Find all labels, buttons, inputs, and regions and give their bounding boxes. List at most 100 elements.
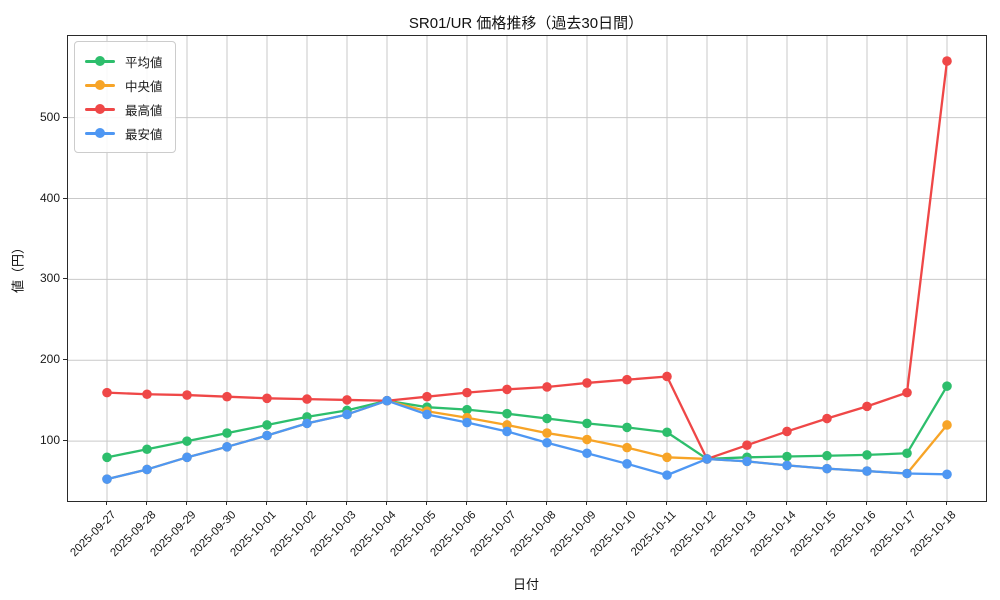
series-point-max (782, 426, 792, 437)
series-point-max (582, 378, 592, 388)
series-point-min (582, 448, 592, 459)
series-point-max (902, 387, 912, 398)
series-point-avg (102, 452, 112, 463)
series-point-max (302, 394, 312, 404)
series-point-avg (182, 436, 192, 446)
x-tick-mark (426, 501, 427, 505)
legend-label-max: 最高値 (125, 103, 163, 118)
series-point-max (542, 382, 552, 392)
y-tick-mark (63, 440, 67, 442)
series-point-max (102, 387, 112, 398)
legend-marker-avg-icon (85, 56, 115, 66)
series-point-min (102, 474, 112, 484)
series-point-min (342, 409, 352, 420)
legend-label-min: 最安値 (125, 127, 163, 142)
y-tick-mark (63, 278, 67, 280)
series-point-min (822, 463, 832, 474)
x-axis-label: 日付 (512, 577, 540, 592)
x-tick-mark (346, 501, 347, 505)
x-tick-mark (826, 501, 827, 505)
series-point-min (262, 430, 272, 441)
series-point-min (942, 469, 952, 480)
x-tick-mark (706, 501, 707, 505)
legend-marker-median-icon (85, 80, 115, 90)
x-tick-mark (546, 501, 547, 505)
x-tick-mark (786, 501, 787, 505)
series-point-min (742, 456, 752, 467)
series-point-max (182, 390, 192, 400)
x-tick-mark (946, 501, 947, 505)
series-point-avg (822, 450, 832, 461)
x-tick-mark (866, 501, 867, 505)
x-tick-mark (106, 501, 107, 505)
series-point-median (622, 442, 632, 453)
legend-item-avg: 平均値 (85, 49, 163, 73)
series-point-avg (142, 444, 152, 455)
series-point-median (582, 434, 592, 445)
series-point-min (382, 395, 392, 406)
series-point-avg (662, 427, 672, 438)
y-tick-label: 200 (39, 352, 60, 367)
x-tick-mark (746, 501, 747, 505)
series-point-avg (582, 418, 592, 429)
x-tick-mark (906, 501, 907, 505)
x-tick-mark (266, 501, 267, 505)
y-tick-label: 500 (39, 109, 60, 124)
legend-item-max: 最高値 (85, 97, 163, 121)
x-tick-mark (626, 501, 627, 505)
series-point-max (262, 393, 272, 404)
x-tick-mark (146, 501, 147, 505)
legend: 平均値中央値最高値最安値 (74, 41, 176, 153)
series-point-max (142, 389, 152, 400)
y-tick-label: 300 (39, 271, 60, 286)
legend-item-min: 最安値 (85, 121, 163, 145)
legend-marker-min-icon (85, 128, 115, 138)
series-point-min (502, 426, 512, 437)
series-point-min (542, 437, 552, 448)
series-point-median (662, 452, 672, 463)
y-tick-mark (63, 359, 67, 361)
series-point-min (182, 452, 192, 463)
x-tick-mark (666, 501, 667, 505)
x-tick-mark (306, 501, 307, 505)
series-point-min (462, 417, 472, 428)
series-point-avg (262, 420, 272, 430)
series-point-min (222, 442, 232, 452)
series-point-max (942, 56, 952, 66)
series-point-avg (902, 448, 912, 459)
x-tick-mark (586, 501, 587, 505)
series-point-max (222, 391, 232, 402)
y-tick-label: 100 (39, 433, 60, 448)
legend-label-median: 中央値 (125, 79, 163, 94)
series-point-max (862, 401, 872, 412)
plot-canvas (68, 36, 986, 501)
x-tick-mark (466, 501, 467, 505)
series-point-max (742, 440, 752, 451)
series-point-median (942, 420, 952, 430)
y-tick-label: 400 (39, 190, 60, 205)
series-point-max (422, 391, 432, 402)
series-point-avg (222, 428, 232, 438)
x-tick-mark (386, 501, 387, 505)
x-tick-mark (506, 501, 507, 505)
series-point-min (782, 460, 792, 471)
series-point-min (862, 466, 872, 476)
series-point-min (622, 459, 632, 469)
y-tick-mark (63, 116, 67, 118)
y-tick-mark (63, 197, 67, 199)
series-point-median (542, 428, 552, 438)
series-point-max (822, 413, 832, 424)
series-point-avg (862, 450, 872, 460)
series-point-max (622, 374, 632, 385)
legend-item-median: 中央値 (85, 73, 163, 97)
legend-label-avg: 平均値 (125, 55, 163, 70)
chart-title: SR01/UR 価格推移（過去30日間） (408, 15, 644, 32)
series-point-max (662, 371, 672, 382)
series-line-min (105, 399, 949, 481)
series-point-min (422, 409, 432, 420)
series-point-max (502, 384, 512, 395)
plot-area (67, 35, 987, 502)
series-point-avg (502, 408, 512, 419)
x-tick-mark (186, 501, 187, 505)
